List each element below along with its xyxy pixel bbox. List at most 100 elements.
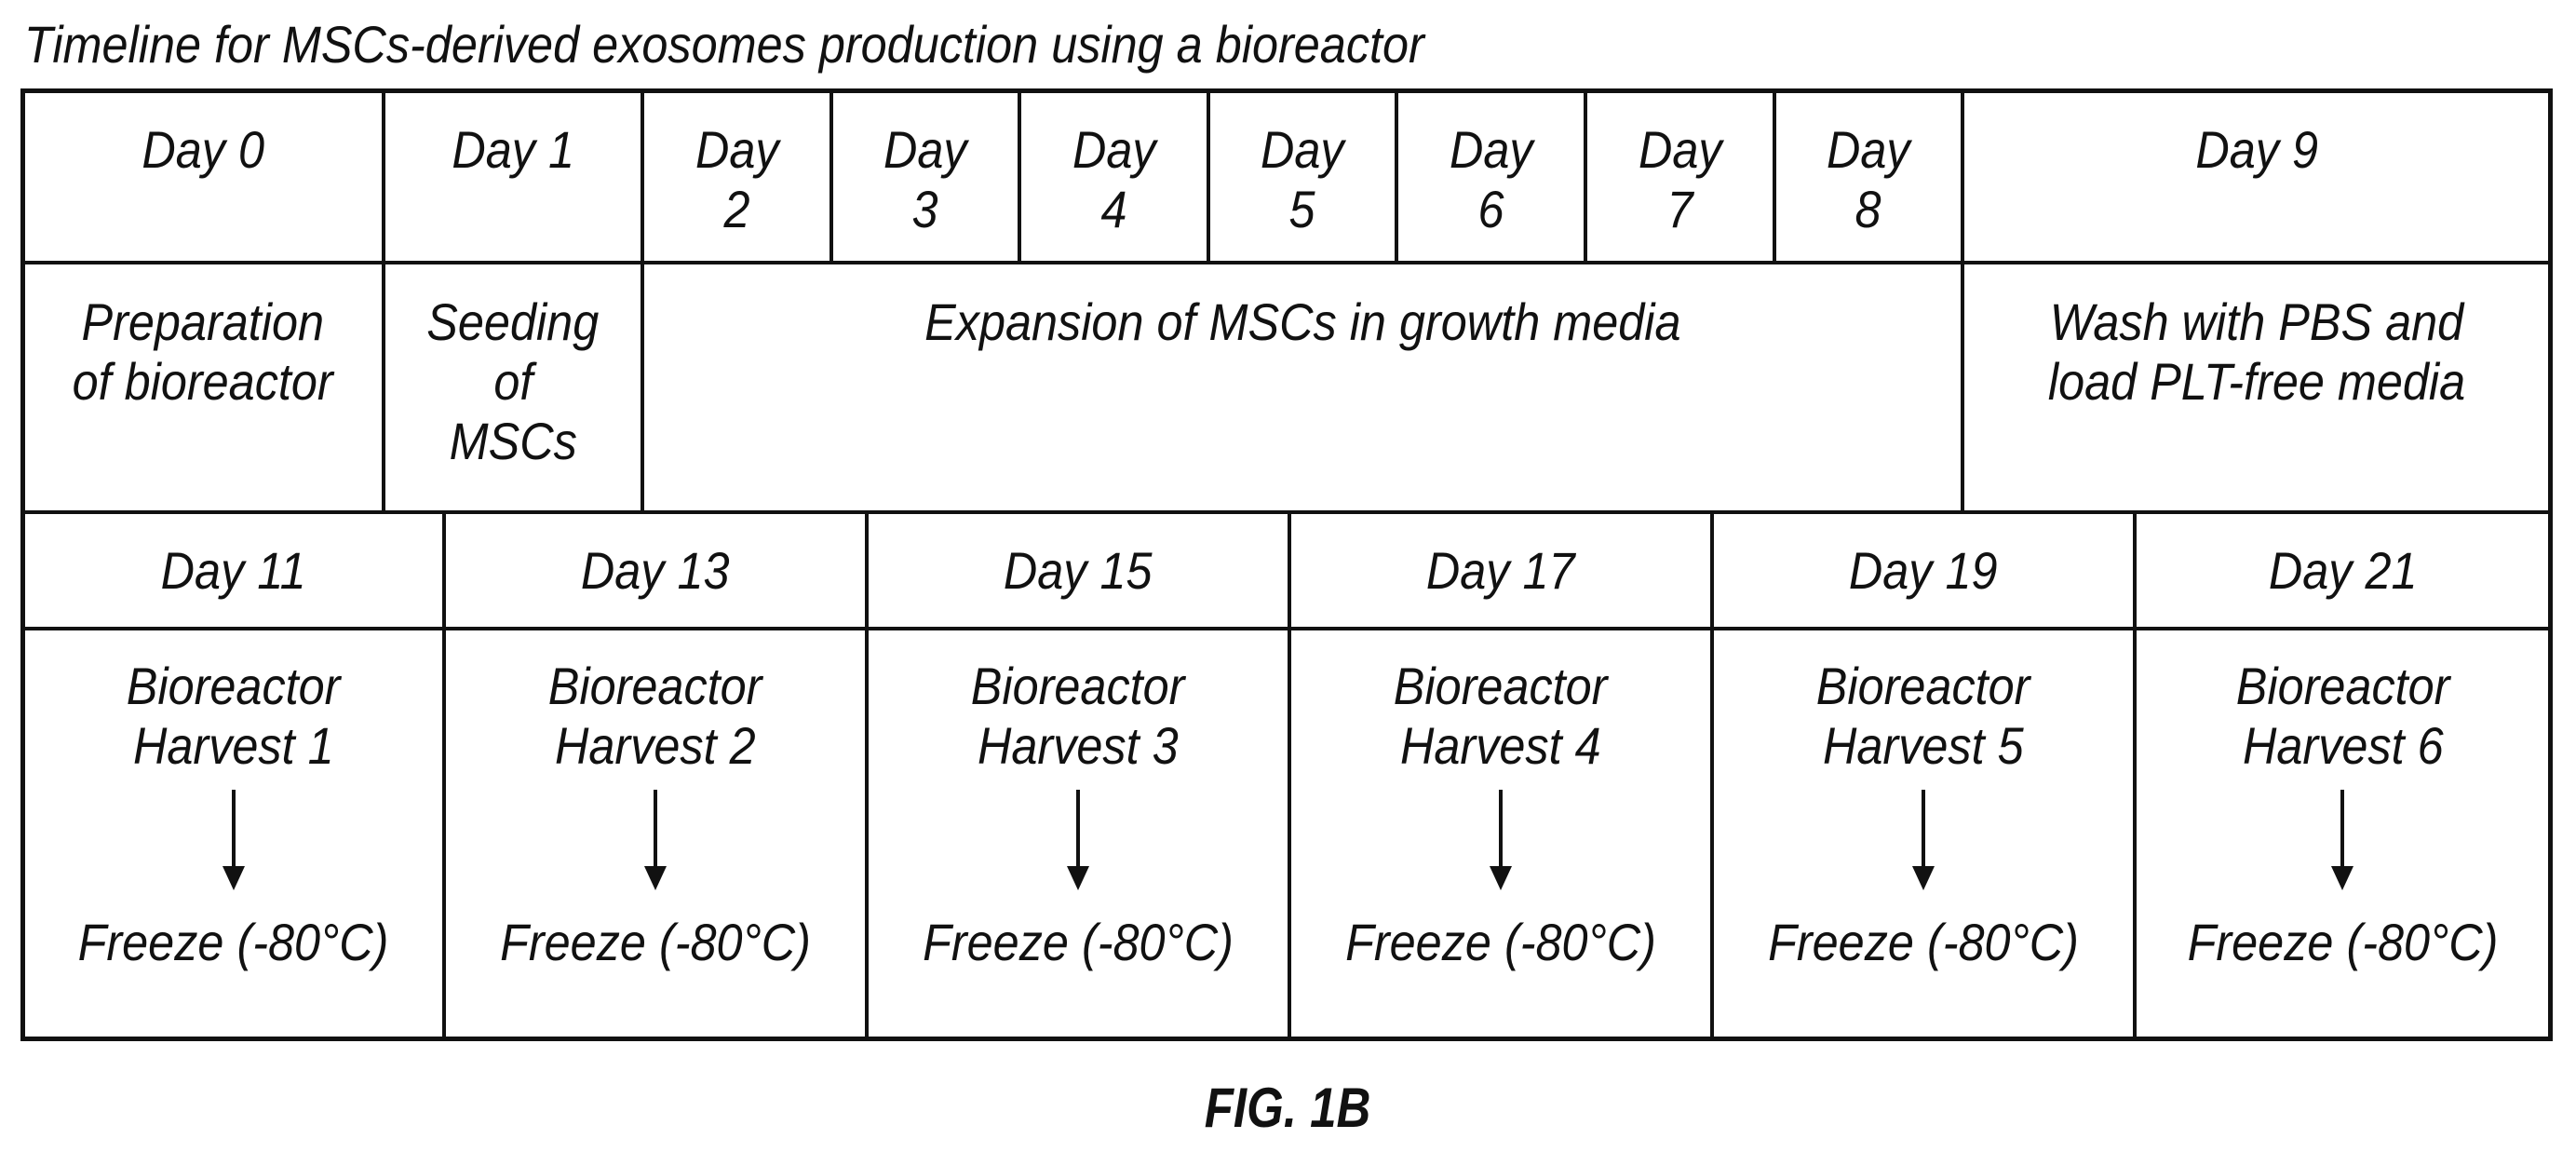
column-divider	[1018, 88, 1021, 263]
column-divider	[641, 88, 644, 512]
harvest-cell-1: Bioreactor Harvest 1	[24, 630, 442, 1037]
harvest-label: Bioreactor	[1816, 657, 2030, 715]
column-divider	[1584, 88, 1587, 263]
down-arrow-icon	[2331, 790, 2353, 890]
activity-line: of	[492, 352, 533, 411]
day-label: Day	[883, 120, 967, 179]
day-number: 7	[1666, 180, 1693, 238]
diagram-title: Timeline for MSCs-derived exosomes produ…	[24, 15, 1424, 74]
column-divider	[1961, 88, 1964, 512]
harvest-label: Harvest 6	[2242, 716, 2444, 775]
harvest-label: Bioreactor	[548, 657, 762, 715]
day-cell-day-0: Day 0	[24, 92, 382, 261]
day-cell-day-1: Day 1	[385, 92, 641, 261]
day-cell-day-5: Day 5	[1210, 92, 1395, 261]
day-label: Day 17	[1426, 540, 1575, 600]
down-arrow-icon	[1067, 790, 1089, 890]
day-number: 5	[1288, 180, 1316, 238]
harvest-label: Bioreactor	[2235, 657, 2450, 715]
column-divider	[1395, 88, 1398, 263]
freeze-label: Freeze (-80°C)	[923, 913, 1234, 971]
day-label: Day 9	[2195, 120, 2318, 179]
harvest-label: Harvest 3	[978, 716, 1179, 775]
day-label: Day	[695, 120, 779, 179]
down-arrow-icon	[223, 790, 245, 890]
day-label: Day 15	[1004, 540, 1153, 600]
day-number: 8	[1854, 180, 1882, 238]
harvest-cell-6: Bioreactor Harvest 6	[2137, 630, 2549, 1037]
day-cell-day-8: Day 8	[1776, 92, 1961, 261]
timeline-table	[20, 88, 2553, 1041]
day-number: 6	[1477, 180, 1504, 238]
activity-line: Expansion of MSCs in growth media	[924, 292, 1681, 351]
harvest-day-15: Day 15	[869, 514, 1288, 627]
down-arrow-icon	[1912, 790, 1935, 890]
day-cell-day-3: Day 3	[833, 92, 1018, 261]
activity-line: Seeding	[426, 292, 600, 351]
day-label: Day 0	[142, 120, 264, 179]
column-divider	[1710, 510, 1714, 1041]
harvest-cell-4: Bioreactor Harvest 4	[1291, 630, 1710, 1037]
day-cell-day-2: Day 2	[644, 92, 829, 261]
harvest-label: Bioreactor	[971, 657, 1185, 715]
day-label: Day 11	[160, 540, 306, 600]
day-label: Day	[1827, 120, 1910, 179]
day-label: Day 19	[1849, 540, 1998, 600]
day-label: Day	[1449, 120, 1533, 179]
harvest-label: Bioreactor	[1394, 657, 1608, 715]
harvest-cell-2: Bioreactor Harvest 2	[446, 630, 865, 1037]
harvest-label: Bioreactor	[126, 657, 341, 715]
activity-line: of bioreactor	[72, 352, 334, 411]
column-divider	[1773, 88, 1776, 263]
row-divider	[20, 261, 2553, 264]
harvest-label: Harvest 4	[1400, 716, 1601, 775]
activity-wash: Wash with PBS and load PLT-free media	[1964, 264, 2549, 510]
harvest-label: Harvest 1	[132, 716, 334, 775]
freeze-label: Freeze (-80°C)	[1768, 913, 2079, 971]
harvest-day-19: Day 19	[1714, 514, 2133, 627]
day-number: 2	[723, 180, 750, 238]
activity-line: MSCs	[449, 412, 577, 470]
activity-expansion: Expansion of MSCs in growth media	[644, 264, 1961, 510]
row-divider	[20, 510, 2553, 514]
day-cell-day-7: Day 7	[1587, 92, 1773, 261]
freeze-label: Freeze (-80°C)	[2187, 913, 2499, 971]
harvest-day-13: Day 13	[446, 514, 865, 627]
column-divider	[865, 510, 869, 1041]
figure-label: FIG. 1B	[0, 1071, 2576, 1145]
day-cell-day-4: Day 4	[1021, 92, 1207, 261]
row-divider	[20, 627, 2553, 630]
column-divider	[2133, 510, 2137, 1041]
freeze-label: Freeze (-80°C)	[77, 913, 389, 971]
harvest-day-11: Day 11	[24, 514, 442, 627]
day-label: Day	[1261, 120, 1344, 179]
activity-line: Wash with PBS and	[2049, 292, 2464, 351]
figure-label-text: FIG. 1B	[1205, 1077, 1371, 1139]
harvest-label: Harvest 5	[1823, 716, 2024, 775]
column-divider	[442, 510, 446, 1041]
day-label: Day	[1638, 120, 1722, 179]
day-label: Day 13	[581, 540, 730, 600]
activity-preparation: Preparation of bioreactor	[24, 264, 382, 510]
day-label: Day 21	[2268, 540, 2418, 600]
harvest-day-17: Day 17	[1291, 514, 1710, 627]
column-divider	[829, 88, 833, 263]
column-divider	[1288, 510, 1291, 1041]
harvest-cell-5: Bioreactor Harvest 5	[1714, 630, 2133, 1037]
freeze-label: Freeze (-80°C)	[500, 913, 811, 971]
down-arrow-icon	[644, 790, 667, 890]
column-divider	[382, 88, 385, 512]
activity-line: load PLT-free media	[2047, 352, 2466, 411]
day-number: 3	[911, 180, 939, 238]
down-arrow-icon	[1490, 790, 1512, 890]
day-cell-day-6: Day 6	[1398, 92, 1584, 261]
day-cell-day-9: Day 9	[1964, 92, 2549, 261]
column-divider	[1207, 88, 1210, 263]
harvest-label: Harvest 2	[555, 716, 756, 775]
day-label: Day 1	[452, 120, 574, 179]
freeze-label: Freeze (-80°C)	[1345, 913, 1656, 971]
day-label: Day	[1072, 120, 1156, 179]
harvest-cell-3: Bioreactor Harvest 3	[869, 630, 1288, 1037]
harvest-day-21: Day 21	[2137, 514, 2549, 627]
day-number: 4	[1100, 180, 1127, 238]
